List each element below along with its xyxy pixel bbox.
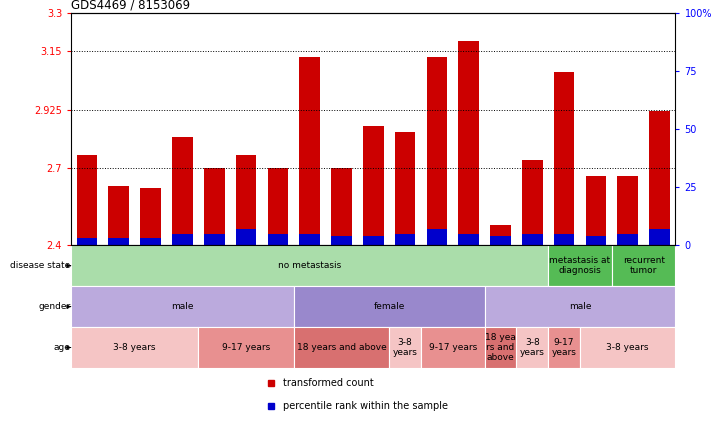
Bar	[548, 245, 612, 286]
Bar	[236, 229, 257, 245]
Bar	[299, 233, 320, 245]
Bar	[363, 236, 384, 245]
Text: 18 yea
rs and
above: 18 yea rs and above	[485, 332, 516, 363]
Bar	[395, 233, 415, 245]
Bar	[71, 286, 294, 327]
Bar	[198, 327, 294, 368]
Bar	[427, 229, 447, 245]
Bar	[299, 57, 320, 245]
Text: metastasis at
diagnosis: metastasis at diagnosis	[550, 256, 611, 275]
Text: age: age	[53, 343, 70, 352]
Bar	[617, 176, 638, 245]
Bar	[586, 176, 606, 245]
Bar	[580, 327, 675, 368]
Text: male: male	[171, 302, 193, 311]
Bar	[294, 327, 389, 368]
Bar	[427, 57, 447, 245]
Bar	[522, 160, 542, 245]
Bar	[490, 236, 510, 245]
Bar	[459, 41, 479, 245]
Text: 18 years and above: 18 years and above	[296, 343, 386, 352]
Bar	[395, 132, 415, 245]
Bar	[516, 327, 548, 368]
Text: 3-8
years: 3-8 years	[520, 338, 545, 357]
Text: transformed count: transformed count	[282, 378, 373, 388]
Bar	[77, 238, 97, 245]
Bar	[485, 286, 675, 327]
Bar	[77, 155, 97, 245]
Bar	[331, 236, 352, 245]
Text: female: female	[373, 302, 405, 311]
Text: 3-8 years: 3-8 years	[114, 343, 156, 352]
Text: 9-17 years: 9-17 years	[429, 343, 477, 352]
Bar	[490, 225, 510, 245]
Text: 3-8 years: 3-8 years	[606, 343, 649, 352]
Bar	[331, 168, 352, 245]
Text: 3-8
years: 3-8 years	[392, 338, 417, 357]
Bar	[548, 327, 580, 368]
Bar	[459, 233, 479, 245]
Bar	[204, 233, 225, 245]
Bar	[267, 233, 288, 245]
Bar	[140, 189, 161, 245]
Bar	[649, 111, 670, 245]
Text: disease state: disease state	[10, 261, 70, 270]
Bar	[71, 245, 548, 286]
Bar	[389, 327, 421, 368]
Bar	[267, 168, 288, 245]
Bar	[109, 238, 129, 245]
Bar	[236, 155, 257, 245]
Text: percentile rank within the sample: percentile rank within the sample	[282, 401, 448, 411]
Bar	[522, 233, 542, 245]
Text: recurrent
tumor: recurrent tumor	[623, 256, 665, 275]
Text: male: male	[569, 302, 592, 311]
Bar	[294, 286, 485, 327]
Bar	[204, 168, 225, 245]
Bar	[554, 72, 574, 245]
Bar	[554, 233, 574, 245]
Bar	[172, 233, 193, 245]
Text: no metastasis: no metastasis	[278, 261, 341, 270]
Text: GDS4469 / 8153069: GDS4469 / 8153069	[71, 0, 191, 11]
Bar	[617, 233, 638, 245]
Text: gender: gender	[38, 302, 70, 311]
Bar	[485, 327, 516, 368]
Bar	[71, 327, 198, 368]
Bar	[140, 238, 161, 245]
Bar	[421, 327, 485, 368]
Text: 9-17
years: 9-17 years	[552, 338, 577, 357]
Bar	[649, 229, 670, 245]
Bar	[612, 245, 675, 286]
Text: 9-17 years: 9-17 years	[222, 343, 270, 352]
Bar	[586, 236, 606, 245]
Bar	[363, 126, 384, 245]
Bar	[109, 186, 129, 245]
Bar	[172, 137, 193, 245]
